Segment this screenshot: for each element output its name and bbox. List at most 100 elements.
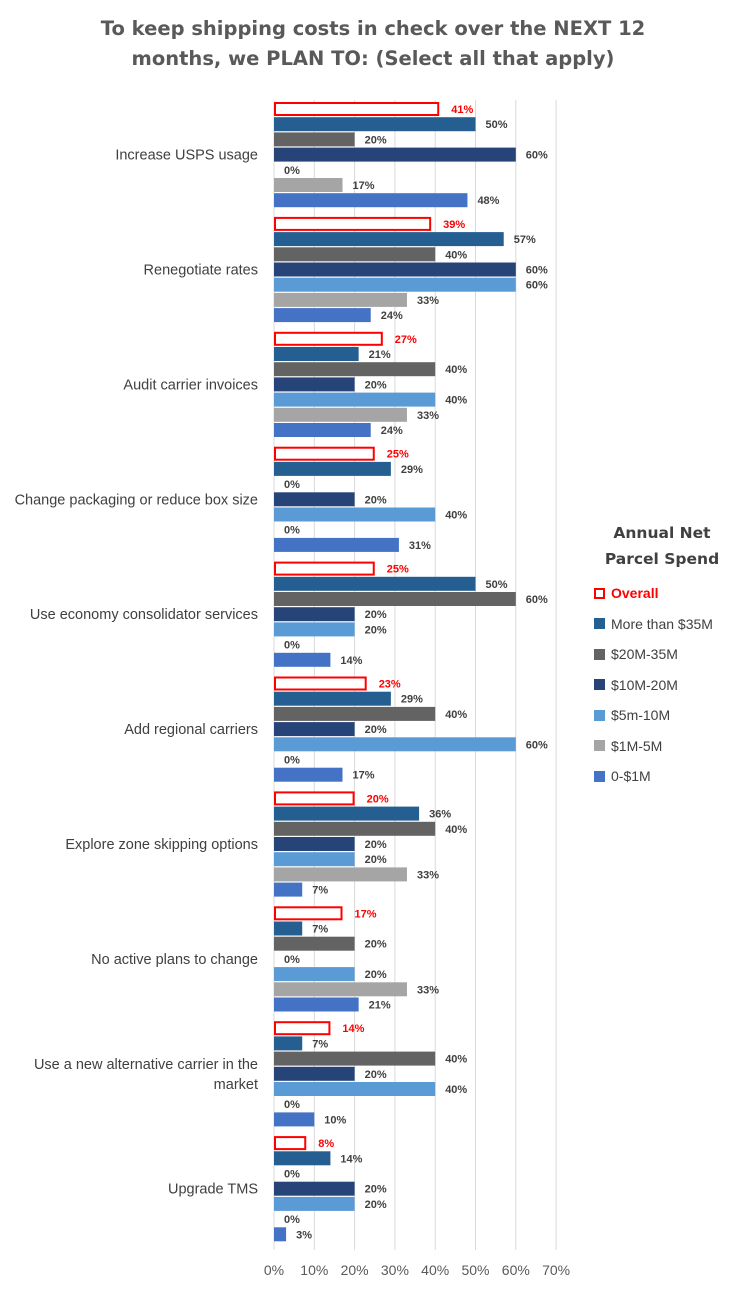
bar xyxy=(274,691,391,706)
data-label: 48% xyxy=(477,195,499,207)
bar xyxy=(274,277,516,292)
data-label: 17% xyxy=(355,908,377,920)
data-label: 40% xyxy=(445,364,467,376)
bar xyxy=(274,407,407,422)
bar xyxy=(274,997,359,1012)
bar xyxy=(274,537,399,552)
data-label: 20% xyxy=(365,624,387,636)
bar xyxy=(274,392,436,407)
data-label: 60% xyxy=(526,594,548,606)
data-label: 29% xyxy=(401,464,423,476)
bar-overall xyxy=(274,216,432,231)
bar xyxy=(274,362,436,377)
legend-item: 0-$1M xyxy=(594,761,744,792)
data-label: 33% xyxy=(417,295,439,307)
data-label: 21% xyxy=(369,1000,391,1012)
legend-item: $20M-35M xyxy=(594,639,744,670)
bar xyxy=(274,1227,287,1242)
data-label: 50% xyxy=(486,579,508,591)
data-label: 17% xyxy=(353,180,375,192)
legend-items: Overall More than $35M $20M-35M $10M-20M $5m… xyxy=(594,578,744,792)
legend-item: $1M-5M xyxy=(594,731,744,762)
data-label: 14% xyxy=(340,1153,362,1165)
data-label: 60% xyxy=(526,280,548,292)
legend-label: More than $35M xyxy=(611,615,713,632)
data-label: 25% xyxy=(387,564,409,576)
bar xyxy=(274,423,371,437)
x-tick-label: 10% xyxy=(300,1262,328,1278)
data-label: 40% xyxy=(445,709,467,721)
bar xyxy=(274,262,516,277)
bar-overall xyxy=(274,331,383,346)
bar xyxy=(274,492,355,507)
bar xyxy=(274,1051,436,1066)
data-label: 20% xyxy=(365,724,387,736)
category-label: No active plans to change xyxy=(91,952,258,968)
bar xyxy=(274,1151,331,1166)
bar xyxy=(274,193,468,208)
data-label: 20% xyxy=(365,939,387,951)
legend-swatch xyxy=(594,740,605,752)
bar xyxy=(274,576,476,591)
legend-label: Overall xyxy=(611,585,659,602)
data-label: 0% xyxy=(284,165,300,177)
bar-overall xyxy=(274,676,367,691)
legend-label: $20M-35M xyxy=(611,646,678,663)
bar xyxy=(274,852,355,867)
legend-swatch xyxy=(594,587,605,599)
chart-title-line-1: To keep shipping costs in check over the… xyxy=(100,17,646,40)
legend-label: $5m-10M xyxy=(611,707,671,724)
data-label: 60% xyxy=(526,739,548,751)
data-label: 17% xyxy=(353,770,375,782)
bar xyxy=(274,592,516,606)
data-label: 0% xyxy=(284,755,300,767)
bar-overall xyxy=(274,102,440,116)
category-label: market xyxy=(214,1077,258,1093)
bar xyxy=(274,178,343,192)
legend-label: 0-$1M xyxy=(611,768,651,785)
data-label: 0% xyxy=(284,479,300,491)
data-label: 39% xyxy=(443,219,465,231)
data-label: 7% xyxy=(312,924,328,936)
bar xyxy=(274,652,331,667)
legend-item: $10M-20M xyxy=(594,670,744,701)
data-label: 40% xyxy=(445,1084,467,1096)
bar xyxy=(274,1036,303,1051)
legend-title: Annual Net Parcel Spend xyxy=(594,520,730,572)
data-label: 3% xyxy=(296,1229,312,1241)
bar xyxy=(274,461,391,476)
bar xyxy=(274,806,420,821)
bar xyxy=(274,982,407,997)
data-label: 20% xyxy=(365,839,387,851)
bar xyxy=(274,1082,436,1096)
category-label: Renegotiate rates xyxy=(144,263,258,279)
bar-overall xyxy=(274,446,375,461)
data-label: 24% xyxy=(381,425,403,437)
bar xyxy=(274,936,355,951)
bar xyxy=(274,507,436,522)
bar xyxy=(274,767,343,782)
legend-item: Overall xyxy=(594,578,744,609)
x-tick-label: 20% xyxy=(341,1262,369,1278)
data-label: 36% xyxy=(429,809,451,821)
data-label: 10% xyxy=(324,1114,346,1126)
data-label: 20% xyxy=(365,379,387,391)
bar-overall xyxy=(274,561,375,576)
legend-swatch xyxy=(594,618,605,630)
legend-title-line-2: Parcel Spend xyxy=(604,550,720,568)
bar xyxy=(274,1066,355,1081)
category-label: Upgrade TMS xyxy=(168,1182,258,1198)
category-label: Use a new alternative carrier in the xyxy=(34,1057,258,1073)
chart-title: To keep shipping costs in check over the… xyxy=(0,14,746,74)
bar xyxy=(274,1112,315,1127)
data-label: 60% xyxy=(526,150,548,162)
bar-overall xyxy=(274,906,343,921)
data-label: 0% xyxy=(284,954,300,966)
data-label: 25% xyxy=(387,449,409,461)
data-label: 31% xyxy=(409,540,431,552)
legend-swatch xyxy=(594,709,605,721)
bar xyxy=(274,722,355,737)
data-label: 29% xyxy=(401,694,423,706)
bar-overall xyxy=(274,1136,307,1151)
